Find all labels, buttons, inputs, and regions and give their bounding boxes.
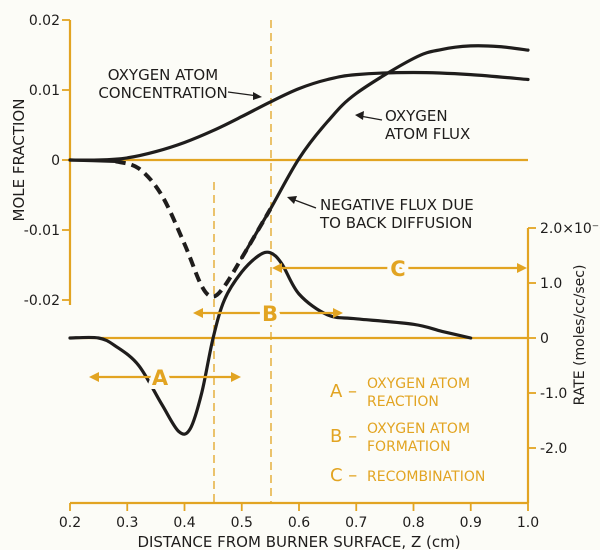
negative-flux-annotation-line1: NEGATIVE FLUX DUE: [320, 196, 474, 214]
oxygen-atom-concentration-curve: [68, 70, 530, 162]
left-tick-label: 0.01: [29, 83, 60, 99]
curves: [68, 44, 530, 436]
concentration-annotation-line2: CONCENTRATION: [98, 84, 227, 102]
left-tick-label: -0.02: [24, 293, 60, 309]
annotations: OXYGEN ATOM CONCENTRATION OXYGEN ATOM FL…: [98, 66, 473, 232]
x-tick-label: 0.9: [460, 515, 482, 531]
right-tick-label: -1.0: [540, 386, 567, 402]
legend: A – OXYGEN ATOM REACTION B – OXYGEN ATOM…: [330, 376, 485, 486]
legend-a-text-line2: REACTION: [367, 394, 439, 410]
x-tick-label: 0.8: [402, 515, 424, 531]
x-tick-label: 0.7: [345, 515, 367, 531]
region-c-label: C: [390, 257, 405, 281]
concentration-leader-arrowhead: [253, 92, 262, 100]
flux-leader: [359, 115, 383, 121]
negative-flux-leader-arrowhead: [287, 196, 297, 204]
region-arrows: A B C: [89, 253, 527, 394]
region-b-label: B: [262, 302, 278, 326]
x-tick-label: 0.2: [59, 515, 81, 531]
right-tick-label: 2.0×10⁻⁵: [540, 221, 600, 237]
right-tick-label: -2.0: [540, 441, 567, 457]
oxygen-atom-flux-curve: [240, 44, 530, 260]
x-ticks: 0.2 0.3 0.4 0.5 0.6 0.7 0.8 0.9 1.0: [59, 503, 539, 531]
flux-annotation-line1: OXYGEN: [385, 107, 448, 125]
left-tick-label: 0: [51, 153, 60, 169]
legend-b-text-line1: OXYGEN ATOM: [367, 421, 470, 437]
legend-b-key: B –: [330, 426, 357, 447]
negative-flux-annotation-line2: TO BACK DIFFUSION: [319, 214, 472, 232]
oxygen-atom-flux-curve-start: [68, 158, 118, 163]
right-tick-label: 1.0: [540, 276, 562, 292]
region-a-label: A: [152, 366, 169, 390]
left-ticks: 0.02 0.01 0 -0.01 -0.02: [24, 13, 70, 309]
rate-curve: [68, 250, 473, 436]
flux-annotation-line2: ATOM FLUX: [385, 125, 470, 143]
right-tick-label: 0: [540, 331, 549, 347]
x-tick-label: 1.0: [517, 515, 539, 531]
x-axis-title: DISTANCE FROM BURNER SURFACE, Z (cm): [137, 533, 460, 550]
region-b-arrowhead-right: [333, 308, 343, 318]
legend-a-text-line1: OXYGEN ATOM: [367, 376, 470, 392]
region-c-arrowhead-left: [272, 263, 282, 273]
region-a-arrowhead-left: [89, 372, 99, 382]
x-tick-label: 0.6: [288, 515, 310, 531]
negative-flux-dashed-curve: [115, 159, 273, 299]
right-axis-title: RATE (moles/cc/sec): [572, 265, 588, 406]
x-tick-label: 0.5: [231, 515, 253, 531]
left-tick-label: 0.02: [29, 13, 60, 29]
legend-a-key: A –: [330, 381, 357, 402]
region-a-arrowhead-right: [231, 372, 241, 382]
flux-leader-arrowhead: [355, 111, 364, 120]
x-tick-label: 0.3: [116, 515, 138, 531]
legend-c-text-line1: RECOMBINATION: [367, 469, 485, 485]
x-tick-label: 0.4: [173, 515, 195, 531]
region-c-arrowhead-right: [517, 263, 527, 273]
right-ticks: 2.0×10⁻⁵ 1.0 0 -1.0 -2.0: [528, 221, 600, 457]
region-b-arrowhead-left: [193, 308, 203, 318]
legend-c-key: C –: [330, 465, 357, 486]
legend-b-text-line2: FORMATION: [367, 439, 451, 455]
axes: 0.02 0.01 0 -0.01 -0.02 2.0×10⁻⁵ 1.0 0 -1.0 -2.0…: [24, 13, 600, 531]
concentration-annotation-line1: OXYGEN ATOM: [108, 66, 218, 84]
left-axis-title: MOLE FRACTION: [10, 99, 28, 222]
negative-flux-leader: [291, 198, 317, 209]
left-tick-label: -0.01: [24, 223, 60, 239]
